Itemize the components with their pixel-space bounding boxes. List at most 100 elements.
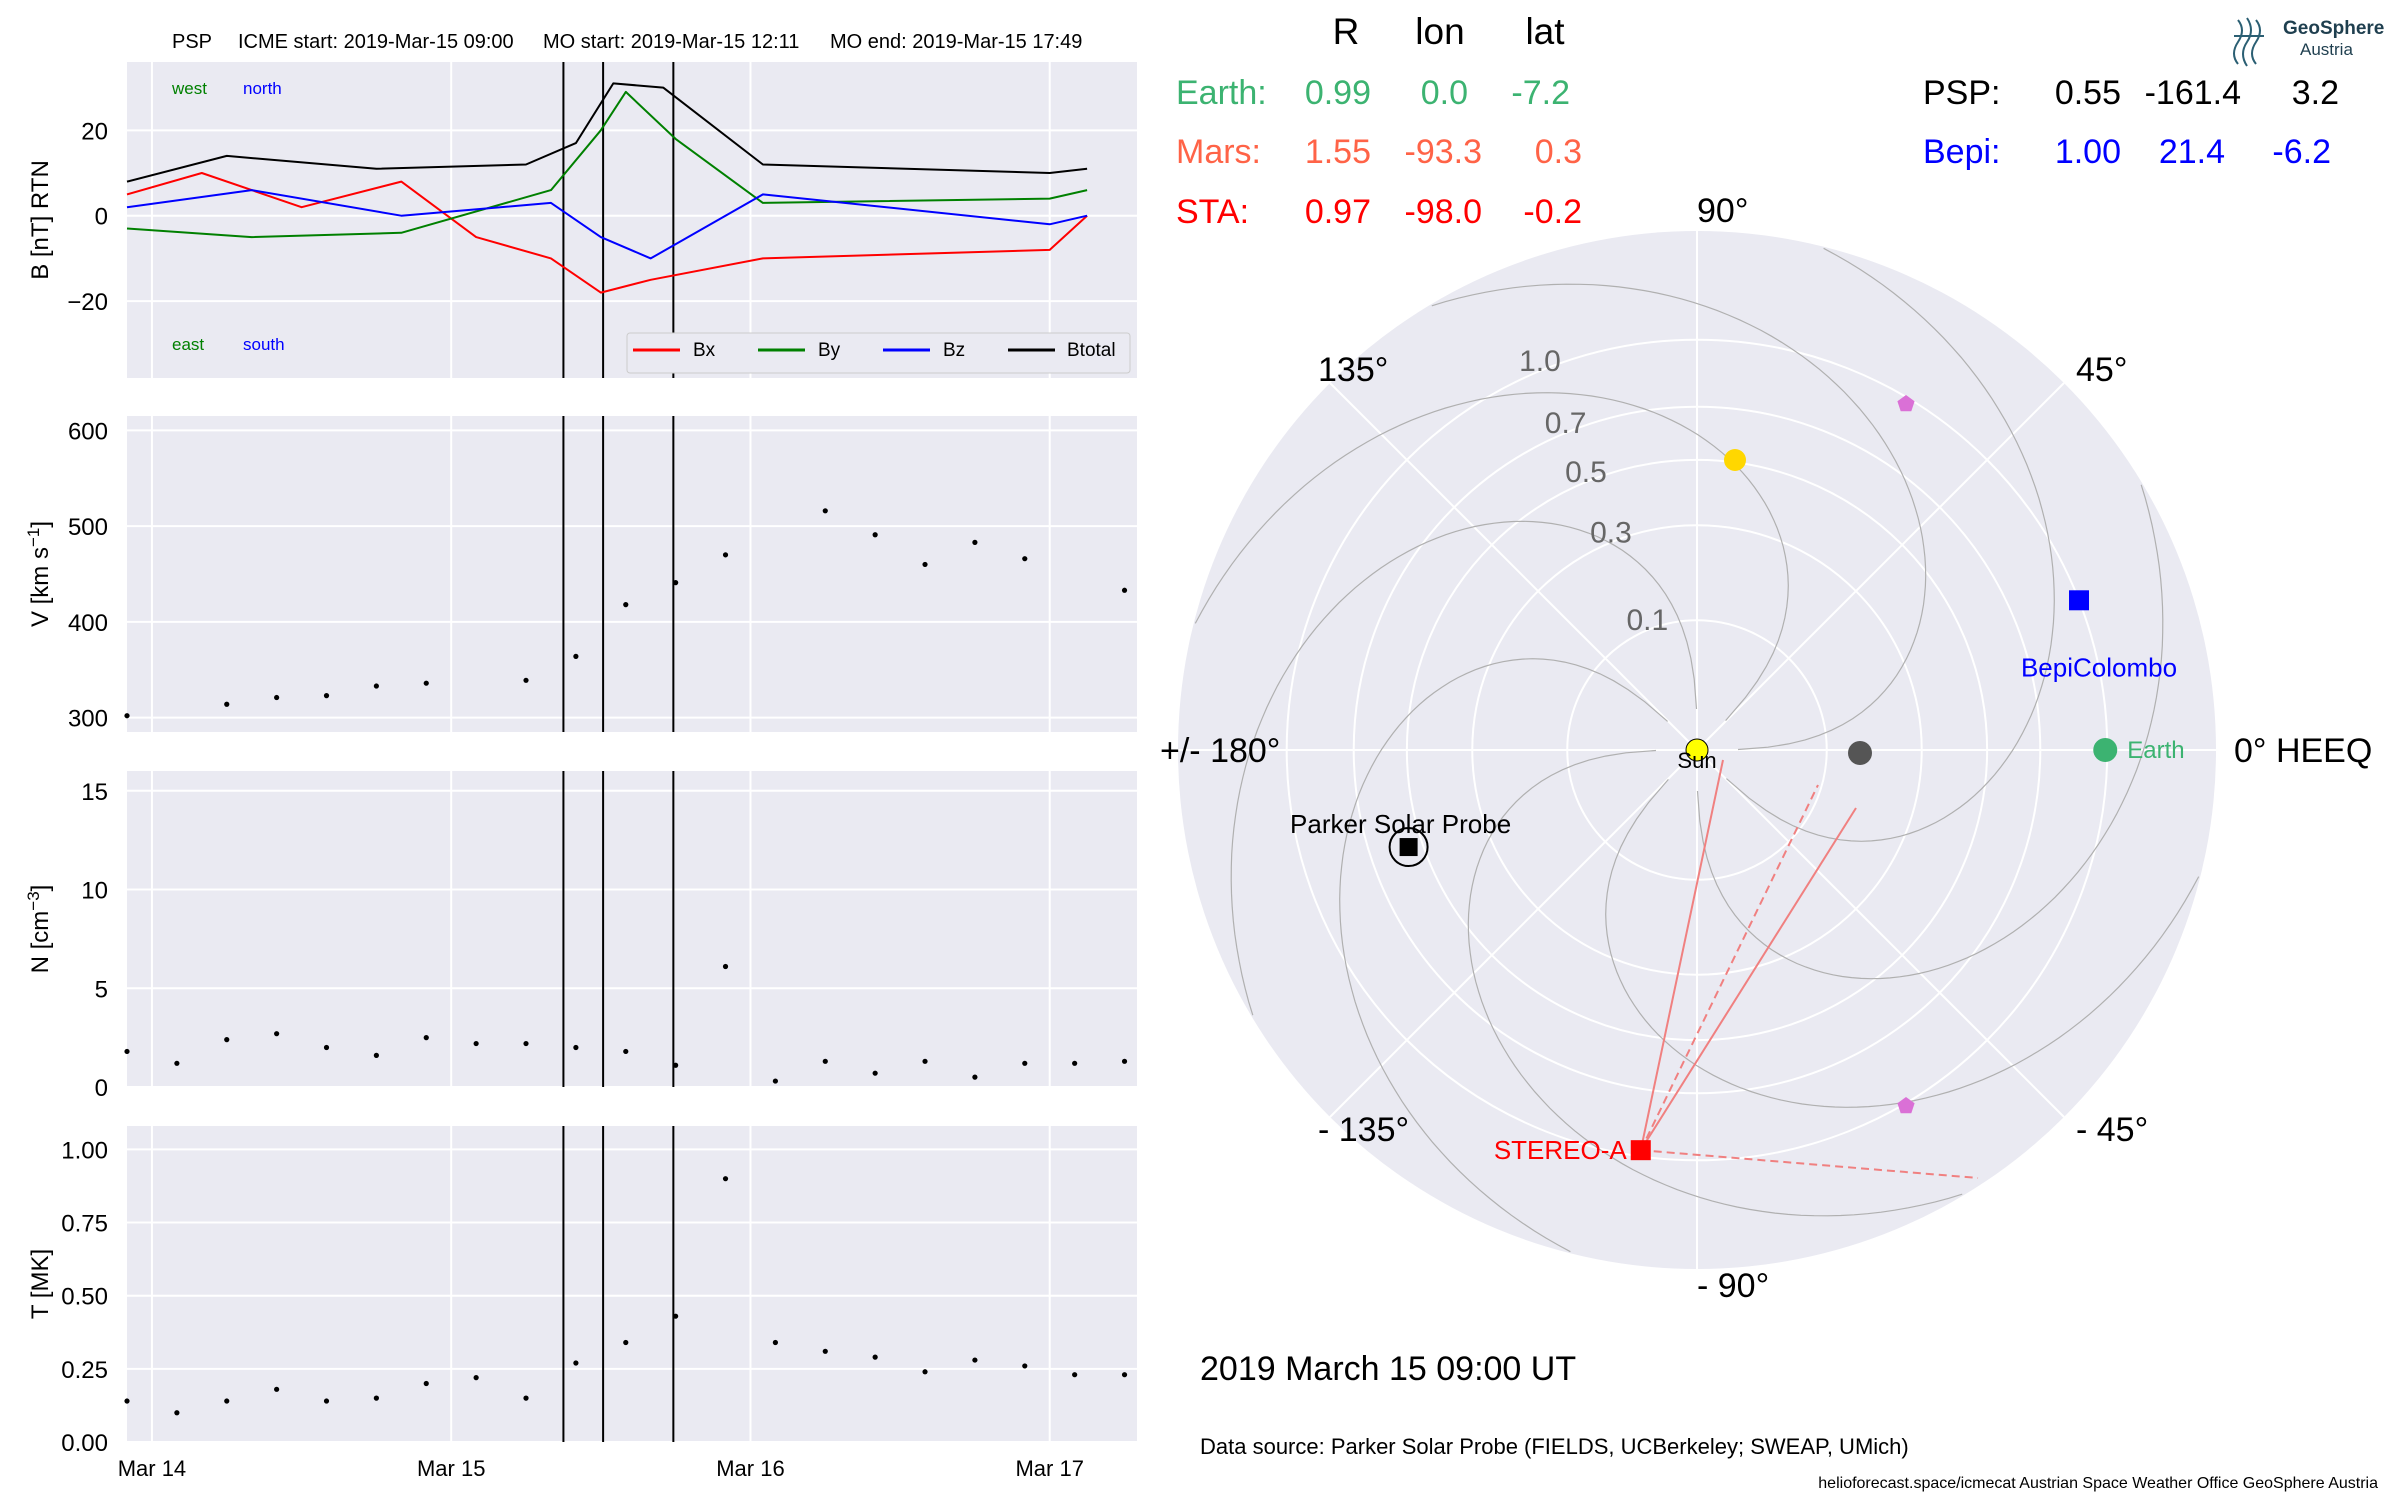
parker-spiral-6 — [1696, 484, 2164, 980]
ylabel-speed-main: V [km s — [27, 547, 54, 627]
planet-yellow-marker — [1724, 449, 1746, 471]
sun-label: Sun — [1677, 748, 1716, 773]
panel-ticks: 20 0 −20 600 500 400 300 15 10 5 0 1.00 0.75 0.50 0.25… — [61, 118, 1084, 1481]
bepi-label: BepiColombo — [2021, 652, 2177, 682]
psp-ring — [1388, 827, 1429, 868]
theta-label-45: 45° — [2076, 351, 2127, 389]
stereo-fov-line-3 — [1640, 1149, 1979, 1179]
table-mars-lat: 0.3 — [1535, 133, 1582, 171]
spoke-45 — [1696, 382, 2065, 751]
temperature-point-3 — [274, 1386, 280, 1392]
logo-line1: GeoSphere — [2283, 18, 2384, 39]
spoke-225 — [1329, 749, 1698, 1118]
temperature-point-10 — [623, 1339, 629, 1346]
temperature-point-11 — [673, 1313, 679, 1319]
stereo-fov-line-0 — [1639, 759, 1724, 1151]
xtick-label-3: Mar 17 — [1015, 1456, 1083, 1481]
geosphere-logo: GeoSphere Austria — [2233, 17, 2384, 67]
annot-west: west — [171, 79, 207, 98]
density-point-2 — [224, 1037, 230, 1043]
speed-point-4 — [373, 683, 379, 689]
annot-north: north — [243, 79, 282, 98]
header-mo-start: MO start: 2019-Mar-15 12:11 — [543, 31, 799, 53]
density-point-15 — [872, 1070, 878, 1076]
ylabel-density-main: N [cm — [27, 911, 54, 974]
ytick-speed-0: 600 — [68, 418, 108, 445]
ytick-density-3: 0 — [95, 1075, 108, 1102]
theta-label-m90: - 90° — [1697, 1267, 1769, 1305]
ytick-density-0: 15 — [81, 779, 108, 806]
ytick-speed-1: 500 — [68, 514, 108, 541]
bfield-panel — [127, 62, 1137, 378]
logo-line2: Austria — [2300, 40, 2353, 59]
stereo-a-label: STEREO-A — [1494, 1135, 1628, 1165]
speed-point-7 — [573, 653, 579, 659]
ylabel-density: N [cm−3] — [24, 885, 54, 974]
annot-east: east — [172, 335, 204, 354]
temperature-panel — [127, 1126, 1137, 1442]
temperature-point-7 — [473, 1375, 479, 1381]
table-mars-r: 1.55 — [1305, 133, 1371, 171]
speed-point-16 — [1121, 587, 1128, 593]
bfield-legend: Bx By Bz Btotal — [626, 332, 1131, 374]
legend-box — [626, 332, 1131, 374]
table-psp-label: PSP: — [1923, 74, 2000, 112]
psp-label: Parker Solar Probe — [1290, 809, 1511, 839]
ylabel-density-sup: −3 — [24, 891, 43, 910]
table-row-bepi: Bepi: 1.00 21.4 -6.2 — [1923, 133, 2331, 171]
speed-point-0 — [124, 713, 130, 719]
footer-credits: helioforecast.space/icmecat Austrian Spa… — [1818, 1475, 2378, 1492]
table-psp-lat: 3.2 — [2292, 74, 2339, 112]
theta-label-180: +/- 180° — [1160, 732, 1280, 770]
ylabel-temperature: T [MK] — [27, 1249, 54, 1319]
speed-point-14 — [972, 539, 978, 546]
parker-spiral-7 — [1726, 247, 2055, 842]
footer-source: Data source: Parker Solar Probe (FIELDS,… — [1200, 1434, 1909, 1459]
density-point-20 — [1121, 1058, 1128, 1064]
ytick-bfield-1: 0 — [95, 204, 108, 231]
table-mars-label: Mars: — [1176, 133, 1261, 171]
probe-marker-upper — [1897, 395, 1915, 412]
temperature-point-1 — [174, 1410, 180, 1416]
density-point-17 — [972, 1074, 978, 1080]
speed-point-12 — [872, 532, 878, 538]
rgrid-label-1: 0.3 — [1590, 516, 1632, 549]
table-row-earth: Earth: 0.99 0.0 -7.2 — [1176, 74, 1570, 112]
rgrid-label-2: 0.5 — [1565, 456, 1607, 489]
ytick-density-2: 5 — [95, 976, 108, 1003]
spoke-135 — [1329, 382, 1698, 751]
temperature-point-8 — [523, 1395, 529, 1401]
table-earth-r: 0.99 — [1305, 74, 1371, 112]
speed-point-15 — [1022, 556, 1028, 562]
speed-point-6 — [523, 677, 529, 683]
legend-label-bz: Bz — [943, 340, 965, 361]
density-point-12 — [722, 963, 729, 970]
logo-wave-icon — [2233, 17, 2264, 67]
earth-label: Earth — [2127, 737, 2184, 764]
table-sta-lat: -0.2 — [1523, 193, 1582, 231]
speed-point-2 — [274, 694, 280, 701]
table-header-lon: lon — [1415, 11, 1464, 52]
temperature-point-12 — [722, 1176, 729, 1182]
ytick-temperature-2: 0.50 — [61, 1284, 108, 1311]
density-point-11 — [673, 1062, 679, 1068]
density-point-14 — [822, 1058, 828, 1064]
xtick-label-2: Mar 16 — [716, 1456, 784, 1481]
parker-spiral-2 — [1230, 520, 1698, 1016]
speed-point-1 — [224, 701, 230, 707]
table-psp-r: 0.55 — [2055, 74, 2121, 112]
xtick-label-0: Mar 14 — [118, 1456, 186, 1481]
ylabel-speed-sup: −1 — [24, 528, 43, 547]
spoke-315 — [1696, 749, 2065, 1118]
header-icme-start: ICME start: 2019-Mar-15 09:00 — [238, 31, 514, 53]
table-earth-label: Earth: — [1176, 74, 1267, 112]
table-sta-label: STA: — [1176, 193, 1249, 231]
legend-label-bx: Bx — [693, 340, 716, 361]
table-sta-r: 0.97 — [1305, 193, 1371, 231]
density-point-19 — [1072, 1060, 1078, 1066]
ytick-temperature-3: 0.25 — [61, 1357, 108, 1384]
psp-marker — [1399, 838, 1418, 857]
temperature-point-20 — [1121, 1372, 1128, 1378]
ytick-speed-2: 400 — [68, 610, 108, 637]
